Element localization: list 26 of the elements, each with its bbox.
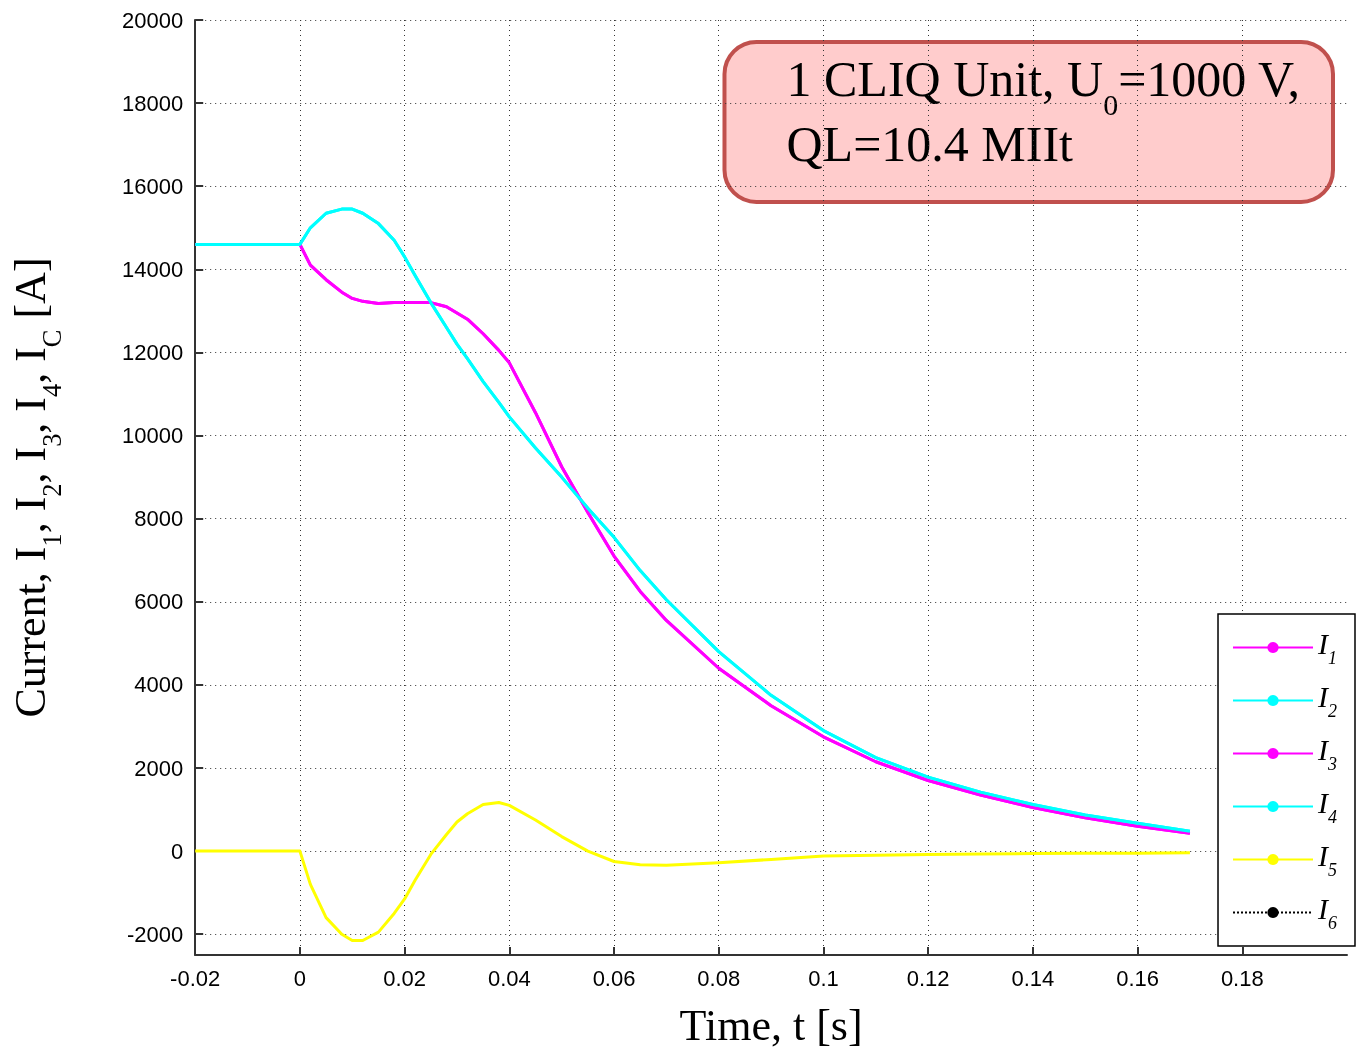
y-tick-label: 16000: [122, 173, 184, 199]
x-tick-label: 0.12: [906, 965, 950, 991]
y-tick-label: 6000: [134, 589, 184, 615]
x-axis-title: Time, t [s]: [679, 1000, 863, 1050]
x-tick-label: 0.18: [1220, 965, 1264, 991]
x-tick-label: 0: [293, 965, 307, 991]
y-tick-label: 2000: [134, 755, 184, 781]
y-tick-label: 18000: [122, 90, 184, 116]
annotation: QL=10.4 MIIt: [786, 116, 1074, 172]
y-tick-label: 0: [170, 838, 184, 864]
y-tick-label: 20000: [122, 7, 184, 33]
y-tick-label: -2000: [126, 921, 184, 947]
text: Current, I1, I2, I3, I4, IC [A]: [5, 257, 68, 718]
x-tick-label: 0.04: [487, 965, 531, 991]
x-tick-label: 0.16: [1116, 965, 1159, 991]
y-tick-label: 8000: [134, 506, 184, 532]
x-tick-label: 0.02: [383, 965, 427, 991]
x-tick-label: 0.06: [592, 965, 636, 991]
y-tick-label: 10000: [122, 423, 184, 449]
y-tick-label: 4000: [134, 672, 184, 698]
y-tick-label: 12000: [122, 339, 184, 365]
y-tick-label: 14000: [122, 256, 184, 282]
x-tick-label: -0.02: [170, 965, 221, 991]
x-tick-label: 0.1: [808, 965, 839, 991]
x-tick-label: 0.14: [1011, 965, 1055, 991]
x-tick-label: 0.08: [697, 965, 741, 991]
